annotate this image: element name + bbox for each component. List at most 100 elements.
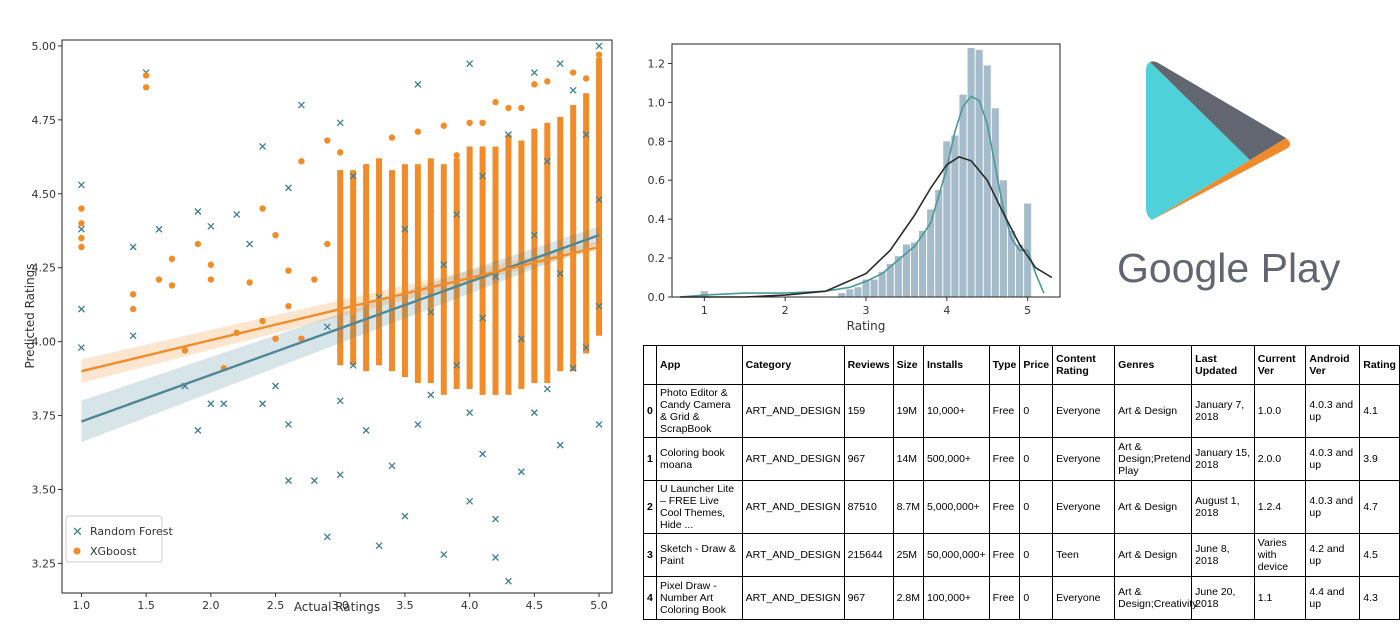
xgboost-point-3 [78, 243, 85, 251]
histogram-bar-17 [967, 47, 975, 298]
table-cell: 4.2 and up [1305, 533, 1361, 577]
xgboost-band-20 [596, 57, 603, 336]
random-forest-point-47 [466, 409, 474, 417]
legend-label-random-forest: Random Forest [90, 525, 173, 538]
random-forest-point-68 [582, 131, 590, 139]
table-cell: Varies with device [1253, 533, 1307, 577]
xgboost-point-47 [518, 104, 525, 112]
scatter-y-tick-label: 3.50 [32, 483, 57, 496]
histogram-bar-15 [951, 135, 959, 297]
ci-band-random-forest [81, 226, 600, 443]
table-cell: 2.0.0 [1253, 437, 1307, 481]
table-cell: January 15, 2018 [1191, 437, 1255, 481]
xgboost-point-31 [349, 308, 357, 316]
histogram-bar-7 [886, 263, 894, 297]
legend-label-xgboost: XGboost [90, 545, 137, 558]
xgboost-point-24 [298, 335, 305, 342]
table-cell: 3 [643, 533, 657, 577]
table-cell: Free [988, 533, 1021, 577]
table-cell: Coloring book moana [656, 437, 743, 481]
random-forest-point-12 [207, 400, 215, 408]
random-forest-point-1 [77, 305, 85, 313]
random-forest-point-13 [220, 400, 228, 408]
scatter-chart: 1.0 1.5 2.0 2.5 3.0 3.5 4.0 4.5 5.0 3.25 3.50 3.75… [23, 39, 613, 614]
histogram-y-tick-label: 0.4 [648, 213, 666, 226]
histogram-bar-12 [927, 209, 935, 297]
table-cell: 215644 [843, 533, 894, 577]
table-cell: 87510 [843, 480, 894, 534]
table-cell: 0 [1019, 533, 1054, 577]
table-cell: 8.7M [892, 480, 924, 534]
xgboost-point-6 [142, 84, 150, 91]
xgboost-point-10 [168, 282, 176, 289]
random-forest-point-60 [530, 231, 538, 239]
scatter-x-tick-label: 3.0 [331, 599, 349, 612]
random-forest-point-50 [479, 314, 487, 322]
xgboost-band-11 [479, 146, 486, 395]
column-header: Android Ver [1305, 345, 1361, 385]
legend-marker-xgboost [73, 547, 81, 555]
random-forest-point-24 [323, 533, 331, 541]
random-forest-point-17 [259, 400, 267, 408]
google-play-triangle-icon [1146, 61, 1290, 220]
table-cell: Everyone [1052, 437, 1116, 481]
table-row: 1 Coloring book moana ART_AND_DESIGN 967 14M… [643, 437, 1400, 481]
histogram-bar-22 [1007, 230, 1016, 297]
random-forest-point-2 [77, 344, 85, 352]
random-forest-point-71 [595, 420, 603, 428]
column-header: Size [892, 345, 924, 385]
table-cell: Art & Design [1114, 384, 1193, 438]
random-forest-point-18 [272, 382, 279, 390]
random-forest-point-11 [207, 222, 215, 230]
xgboost-point-43 [466, 119, 473, 127]
table-cell: ART_AND_DESIGN [741, 533, 845, 577]
table-cell: 100,000+ [922, 576, 990, 620]
random-forest-point-20 [285, 184, 292, 192]
random-forest-point-67 [569, 364, 577, 372]
random-forest-point-51 [492, 554, 499, 561]
xgboost-point-33 [362, 217, 370, 224]
histogram-y-ticks: 0.0 0.2 0.4 0.6 0.8 1.0 1.2 [648, 57, 672, 304]
random-forest-point-27 [336, 397, 344, 405]
random-forest-point-54 [505, 577, 512, 585]
table-cell: 1.2.4 [1253, 480, 1307, 534]
table-cell: Art & Design;Pretend Play [1114, 437, 1193, 481]
table-cell: 0 [1019, 384, 1054, 438]
xgboost-point-36 [388, 134, 396, 141]
table-cell: Free [988, 576, 1021, 620]
table-cell: 4.3 [1359, 576, 1400, 620]
xgboost-point-18 [259, 205, 266, 212]
xgboost-point-44 [479, 119, 486, 127]
table-cell: ART_AND_DESIGN [741, 576, 845, 620]
table-cell: U Launcher Lite – FREE Live Cool Themes,… [656, 480, 743, 534]
google-play-wordmark: Google Play [1117, 245, 1341, 291]
table-cell: Art & Design [1114, 480, 1193, 534]
histogram-bar-14 [943, 141, 951, 297]
table-cell: August 1, 2018 [1191, 480, 1255, 534]
xgboost-point-13 [207, 261, 215, 268]
xgboost-point-14 [207, 276, 215, 283]
table-cell: 1 [643, 437, 657, 481]
histogram-bar-6 [878, 271, 886, 297]
table-cell: 0 [1019, 576, 1054, 620]
histogram-x-ticks: 1 2 3 4 5 [701, 297, 1031, 317]
histogram-curves [680, 95, 1053, 298]
xgboost-point-5 [129, 305, 137, 313]
xgboost-point-35 [375, 356, 383, 363]
random-forest-point-61 [543, 385, 551, 393]
random-forest-point-3 [77, 225, 85, 233]
random-forest-point-25 [323, 323, 331, 331]
table-row: 3 Sketch - Draw & Paint ART_AND_DESIGN 2156… [643, 533, 1400, 577]
column-header: Content Rating [1052, 345, 1116, 385]
xgboost-band-2 [363, 164, 370, 372]
xgboost-band-1 [350, 170, 357, 366]
scatter-points [77, 42, 603, 585]
xgboost-point-22 [285, 302, 292, 310]
histogram-x-tick-label: 1 [701, 304, 708, 317]
xgboost-point-12 [194, 240, 202, 248]
xgboost-point-27 [324, 137, 331, 144]
table-cell: 4.0.3 and up [1305, 384, 1361, 438]
xgboost-point-19 [259, 317, 266, 325]
random-forest-point-57 [517, 335, 525, 343]
random-forest-point-7 [155, 225, 163, 233]
